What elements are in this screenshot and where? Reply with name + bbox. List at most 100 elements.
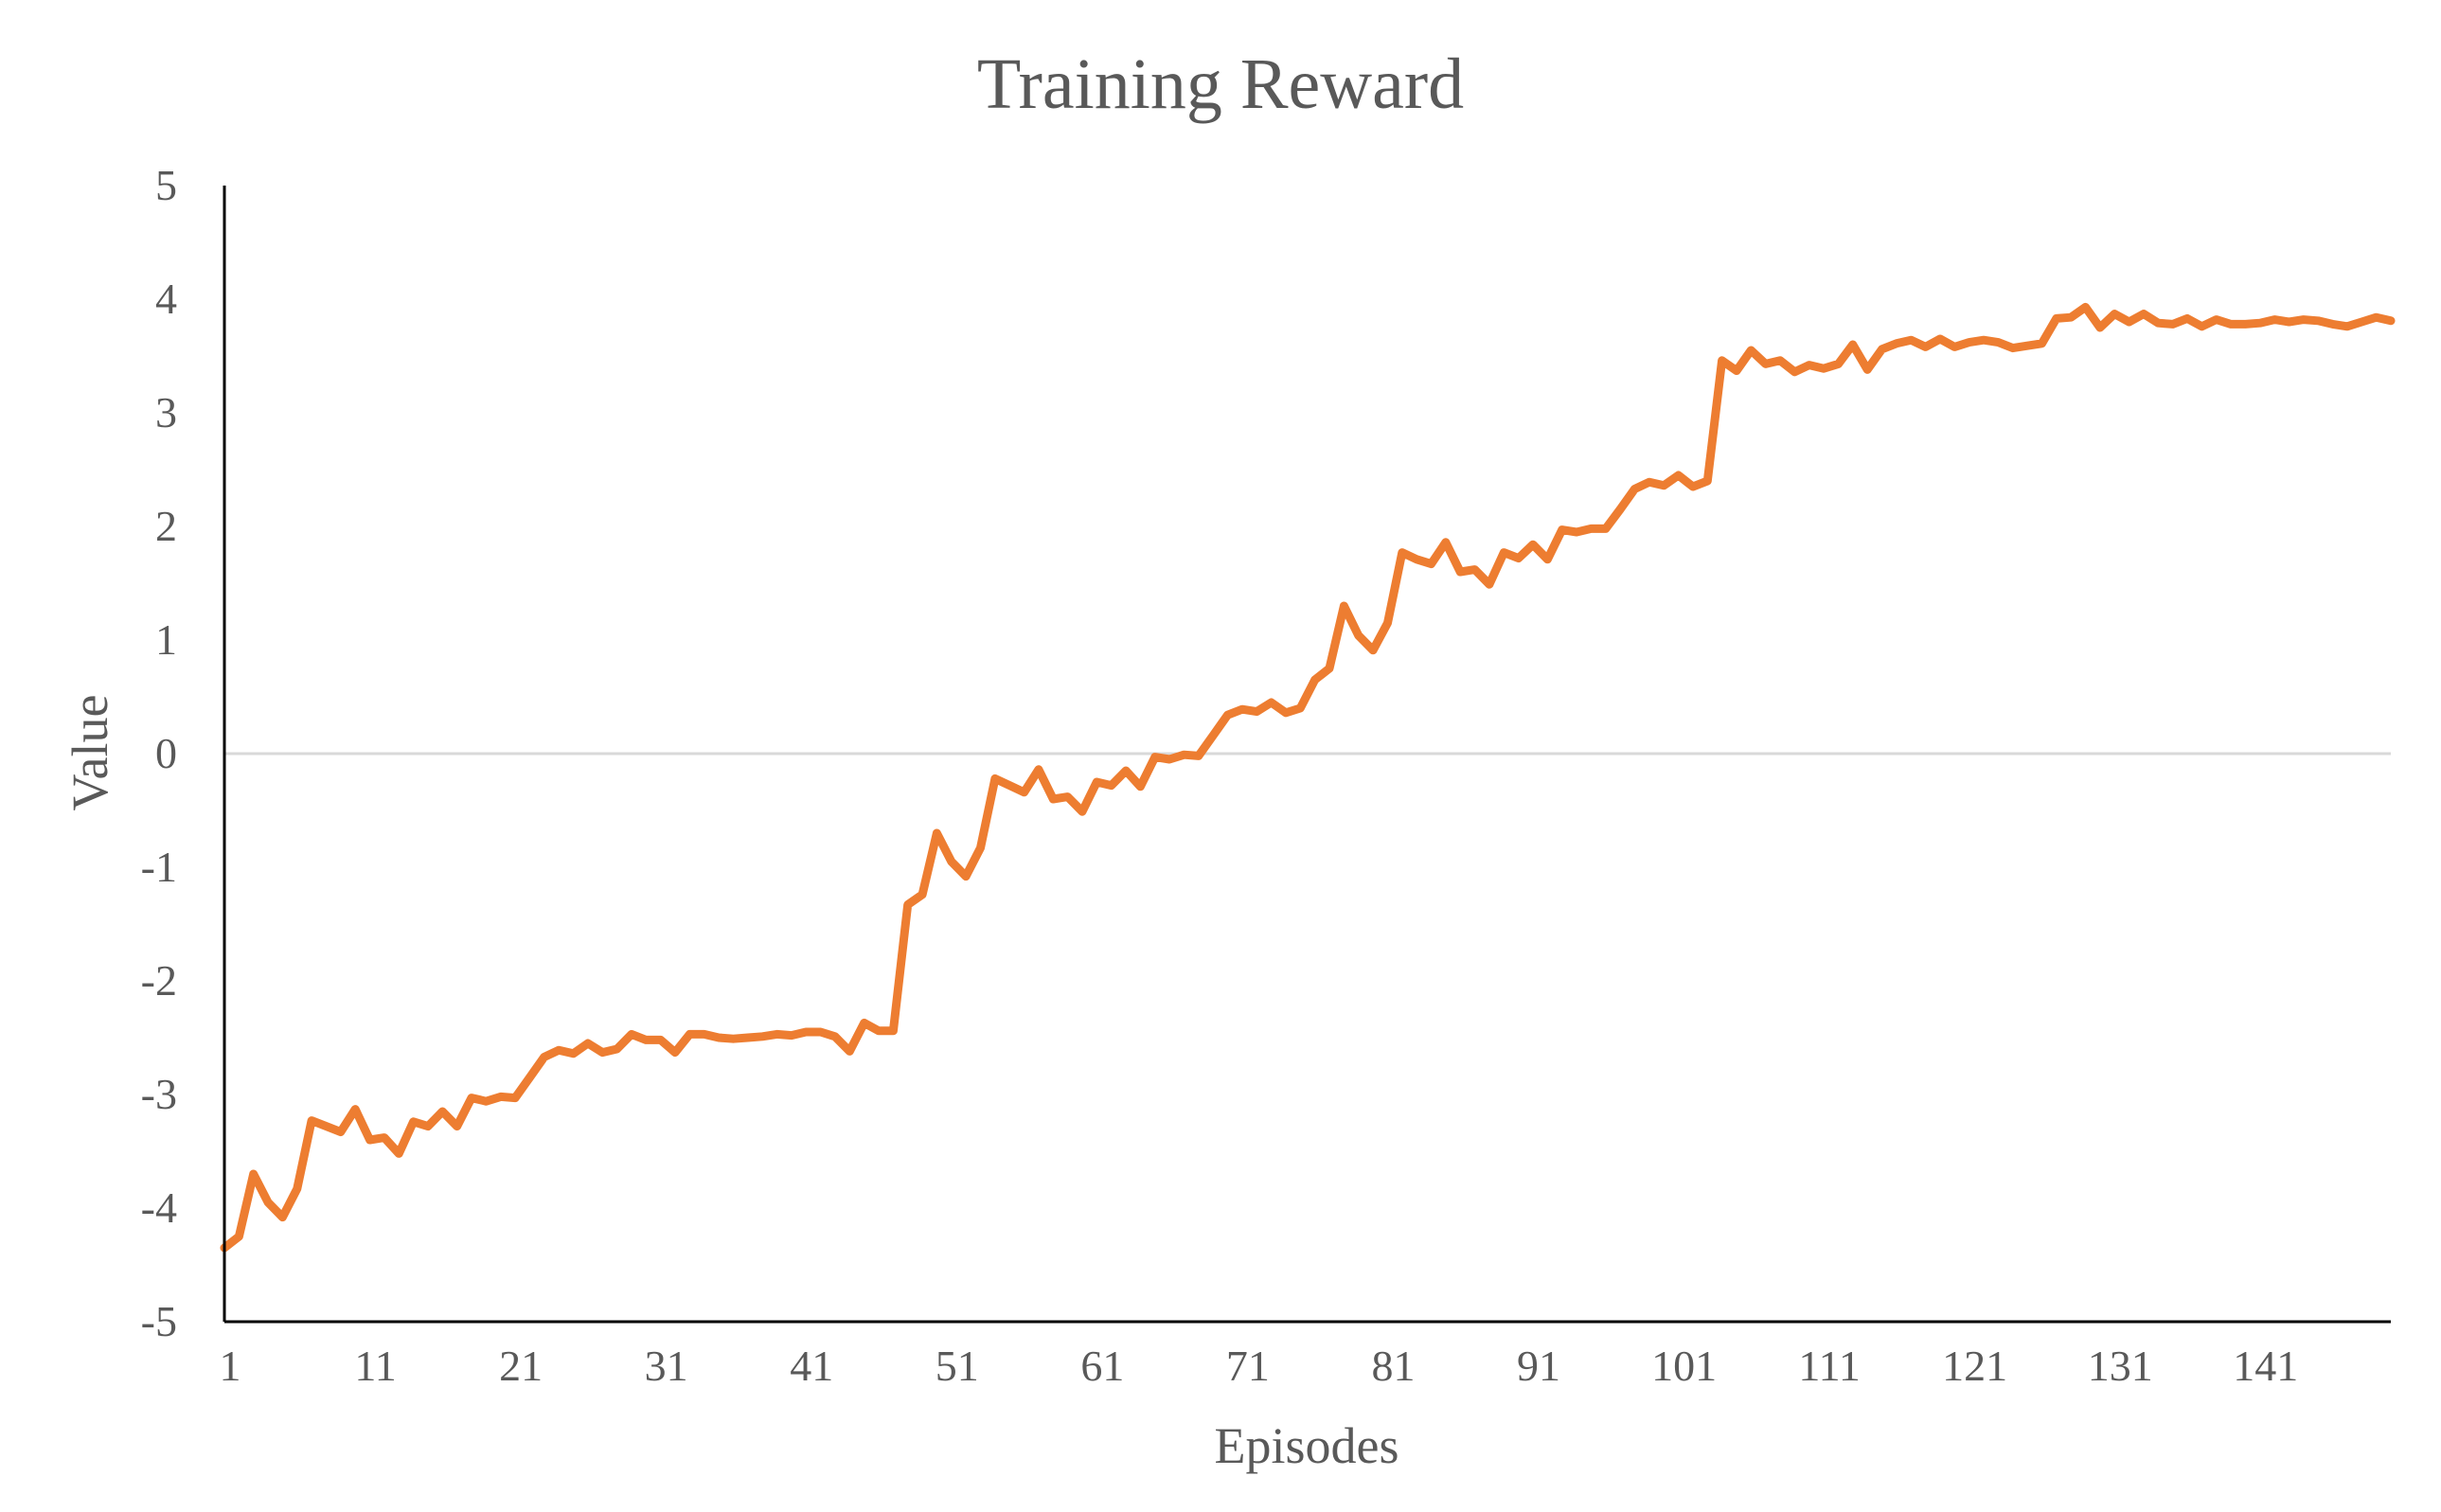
- data-point: [2183, 314, 2192, 323]
- x-tick-label: 71: [1226, 1342, 1270, 1390]
- y-tick-label: 4: [155, 275, 177, 323]
- data-point: [700, 1030, 708, 1039]
- data-point: [526, 1074, 534, 1082]
- data-point: [409, 1117, 418, 1126]
- y-tick-label: -5: [141, 1297, 177, 1345]
- x-tick-label: 11: [354, 1342, 396, 1390]
- data-point: [235, 1233, 243, 1241]
- data-point: [1558, 525, 1566, 534]
- data-point: [1180, 751, 1188, 759]
- data-point: [903, 900, 912, 909]
- x-tick-label: 101: [1651, 1342, 1717, 1390]
- data-point: [1194, 752, 1203, 760]
- data-point: [990, 774, 999, 783]
- data-point: [1166, 756, 1174, 764]
- data-point: [1921, 343, 1930, 351]
- data-point: [860, 1019, 868, 1027]
- data-point: [1441, 538, 1450, 546]
- data-point: [1601, 525, 1610, 533]
- data-point: [787, 1031, 795, 1040]
- data-point: [2271, 315, 2279, 324]
- data-point: [1863, 365, 1872, 374]
- data-point: [976, 844, 985, 852]
- y-tick-label: 5: [155, 161, 177, 209]
- data-point: [2358, 318, 2366, 327]
- data-point: [715, 1034, 723, 1042]
- data-point: [2372, 313, 2380, 322]
- data-point: [1514, 554, 1523, 562]
- data-point: [395, 1149, 403, 1158]
- data-point: [438, 1108, 447, 1116]
- data-point: [453, 1122, 461, 1130]
- x-tick-label: 141: [2233, 1342, 2298, 1390]
- data-point: [2328, 320, 2337, 329]
- x-axis-ticks: 1 11 21 31 41 51 61 71 81 91 101 111 121 131 141: [220, 1342, 2299, 1390]
- data-point: [1354, 631, 1363, 640]
- data-point: [743, 1034, 752, 1042]
- x-tick-label: 21: [499, 1342, 543, 1390]
- data-point: [1733, 366, 1741, 375]
- data-point: [2052, 314, 2060, 323]
- data-point: [1063, 792, 1072, 801]
- y-tick-label: -4: [141, 1183, 177, 1232]
- data-point: [351, 1105, 360, 1113]
- data-point: [293, 1184, 301, 1193]
- data-point: [846, 1047, 854, 1056]
- data-point: [830, 1032, 839, 1041]
- data-point: [555, 1046, 563, 1055]
- data-point: [656, 1036, 665, 1044]
- y-tick-label: 0: [155, 729, 177, 777]
- data-point: [1965, 338, 1973, 347]
- data-point: [2023, 342, 2032, 350]
- data-point: [962, 872, 971, 881]
- x-tick-label: 31: [645, 1342, 688, 1390]
- data-point: [1630, 485, 1639, 493]
- data-point: [1413, 555, 1421, 563]
- data-point: [598, 1048, 607, 1057]
- data-point: [1776, 356, 1785, 365]
- data-point: [1238, 705, 1246, 714]
- data-point: [511, 1094, 520, 1102]
- y-axis-title: Value: [62, 695, 118, 811]
- data-point: [933, 829, 941, 838]
- data-point: [2343, 322, 2351, 330]
- data-point: [1296, 704, 1305, 713]
- data-point: [1747, 347, 1755, 355]
- data-point: [278, 1213, 287, 1221]
- data-point: [2008, 344, 2017, 352]
- data-point: [1543, 555, 1552, 563]
- data-point: [264, 1199, 273, 1207]
- data-point: [628, 1030, 636, 1039]
- data-point: [918, 890, 927, 898]
- data-point: [1529, 541, 1538, 549]
- data-point: [947, 858, 955, 866]
- data-point: [336, 1128, 345, 1136]
- data-point: [2067, 313, 2076, 322]
- data-point: [424, 1122, 433, 1130]
- data-point: [1878, 345, 1886, 353]
- data-point: [482, 1097, 490, 1106]
- data-point: [1253, 707, 1261, 716]
- series-line: [220, 302, 2396, 1253]
- data-point: [1326, 665, 1334, 673]
- data-point: [875, 1026, 883, 1035]
- data-point: [2241, 320, 2250, 329]
- data-point: [569, 1049, 578, 1058]
- data-point: [1645, 478, 1653, 487]
- data-point: [1718, 356, 1726, 365]
- x-tick-label: 121: [1942, 1342, 2007, 1390]
- data-point: [2168, 320, 2177, 329]
- y-tick-label: 3: [155, 388, 177, 436]
- data-point: [2227, 320, 2236, 329]
- data-point: [2095, 324, 2104, 332]
- data-point: [671, 1048, 680, 1057]
- x-tick-label: 91: [1517, 1342, 1560, 1390]
- data-point: [1674, 471, 1683, 480]
- data-point: [2140, 310, 2148, 318]
- data-point: [2038, 339, 2046, 347]
- data-point: [1078, 808, 1087, 816]
- data-point: [2081, 303, 2090, 311]
- data-points: [221, 303, 2396, 1253]
- data-point: [1587, 525, 1595, 533]
